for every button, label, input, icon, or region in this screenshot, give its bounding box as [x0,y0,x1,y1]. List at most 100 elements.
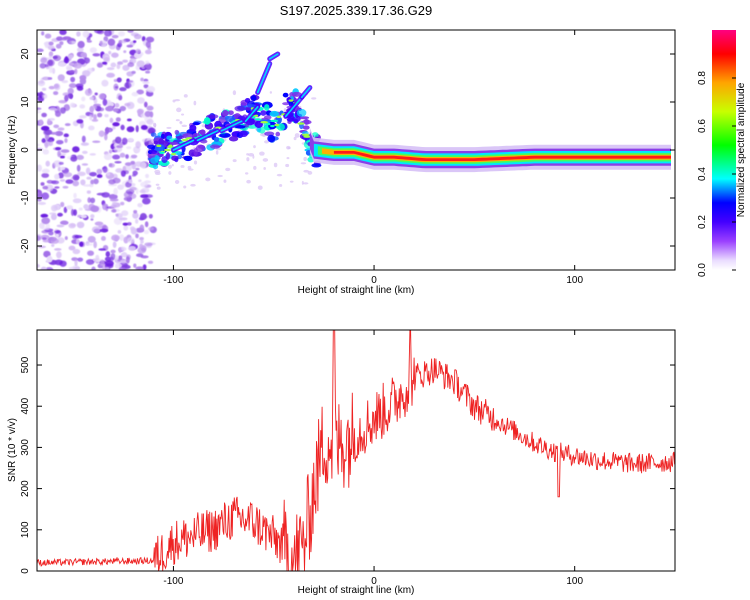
spectrogram-speckle [294,133,300,138]
spectrogram-speckle [133,40,137,44]
spectrogram-speckle [135,141,141,149]
spectrogram-speckle [98,130,105,137]
chart-title: S197.2025.339.17.36.G29 [280,3,433,18]
spectrogram-speckle [62,36,72,40]
spectrogram-speckle [103,153,113,161]
spectrogram-core [254,114,259,117]
spectrogram-blob [291,91,302,97]
spectrogram-speckle [39,222,45,230]
spectrogram-speckle [138,179,142,183]
spectrogram-speckle [90,197,96,204]
spectrogram-speckle [123,225,129,231]
spectrogram-speckle [83,57,91,64]
spectrogram-speckle [118,95,123,101]
y-tick-label: 100 [20,521,31,538]
spectrogram-speckle [137,97,145,104]
spectrogram-speckle [65,179,74,184]
spectrogram-speckle [136,60,145,68]
spectrogram-speckle [246,179,251,184]
spectrogram-speckle [136,253,144,258]
spectrogram-speckle [41,93,48,99]
spectrogram-speckle [72,146,80,153]
spectrogram-speckle [139,236,144,241]
spectrogram-blob [203,117,211,125]
spectrogram-speckle [244,172,249,175]
spectrogram-speckle [70,156,78,162]
spectrogram-speckle [91,118,99,122]
spectrogram-speckle [126,71,134,77]
spectrogram-speckle [225,167,231,172]
spectrogram-speckle [95,254,100,261]
track-core [333,151,671,161]
spectrogram-streak-core [268,53,279,60]
spectrogram-speckle [48,236,57,242]
spectrogram-speckle [122,64,130,71]
spectrogram-x-ticks: -100 0 100 [163,30,583,286]
spectrogram-speckle [85,259,95,265]
spectrogram-speckle [58,99,68,104]
spectrogram-speckle [116,63,121,70]
spectrogram-speckle [51,180,60,185]
spectrogram-speckle [135,167,140,171]
spectrogram-speckle [74,175,80,180]
spectrogram-blob [150,132,157,137]
spectrogram-speckle [264,140,269,144]
spectrogram-speckle [146,86,156,93]
spectrogram-speckle [42,237,47,240]
spectrogram-speckle [140,124,148,130]
spectrogram-streak-core [244,106,259,122]
spectrogram-blob [301,130,309,135]
spectrogram-blob [193,148,198,156]
spectrogram-blob [176,135,185,140]
spectrogram-speckle [101,79,109,87]
spectrogram-speckle [53,124,60,129]
spectrogram-speckle [86,39,92,43]
spectrogram-blob [228,136,239,142]
spectrogram-speckle [179,121,182,124]
spectrogram-speckle [286,157,290,160]
spectrogram-speckle [135,125,139,133]
spectrogram-blob [311,163,322,168]
spectrogram-speckle [144,194,153,198]
spectrogram-speckle [48,85,55,90]
spectrogram-speckle [93,113,97,121]
spectrogram-speckle [127,237,135,244]
spectrogram-speckle [112,173,118,180]
spectrogram-speckle [93,178,99,185]
snr-background [37,330,675,571]
spectrogram-speckle [246,157,250,162]
spectrogram-speckle [167,164,172,169]
spectrogram-core [303,135,311,138]
spectrogram-speckle [148,213,153,219]
spectrogram-speckle [110,204,117,209]
spectrogram-streak-core [301,86,311,98]
spectrogram-speckle [61,80,69,84]
spectrogram-marks [37,30,671,270]
spectrogram-speckle [91,266,96,270]
spectrogram-speckle [45,184,54,192]
spectrogram-speckle [56,140,64,145]
x-tick-label: 0 [371,576,377,587]
spectrogram-speckle [85,167,91,175]
spectrogram-blob [160,133,165,139]
spectrogram-speckle [289,180,294,183]
spectrogram-speckle [67,93,74,99]
spectrogram-speckle [47,45,55,51]
spectrogram-speckle [223,179,227,183]
spectrogram-speckle [128,179,133,184]
spectrogram-speckle [41,87,47,91]
spectrogram-speckle [273,162,278,168]
spectrogram-speckle [76,85,84,91]
spectrogram-speckle [180,113,185,116]
spectrogram-streak-core [256,62,271,94]
spectrogram-speckle [262,158,269,162]
spectrogram-speckle [155,183,160,186]
spectrogram-speckle [133,34,142,40]
spectrogram-speckle [75,238,80,245]
y-tick-label: 300 [20,439,31,456]
spectrogram-speckle [118,266,127,270]
spectrogram-speckle [55,147,62,151]
spectrogram-speckle [116,77,122,83]
spectrogram-speckle [118,217,128,221]
